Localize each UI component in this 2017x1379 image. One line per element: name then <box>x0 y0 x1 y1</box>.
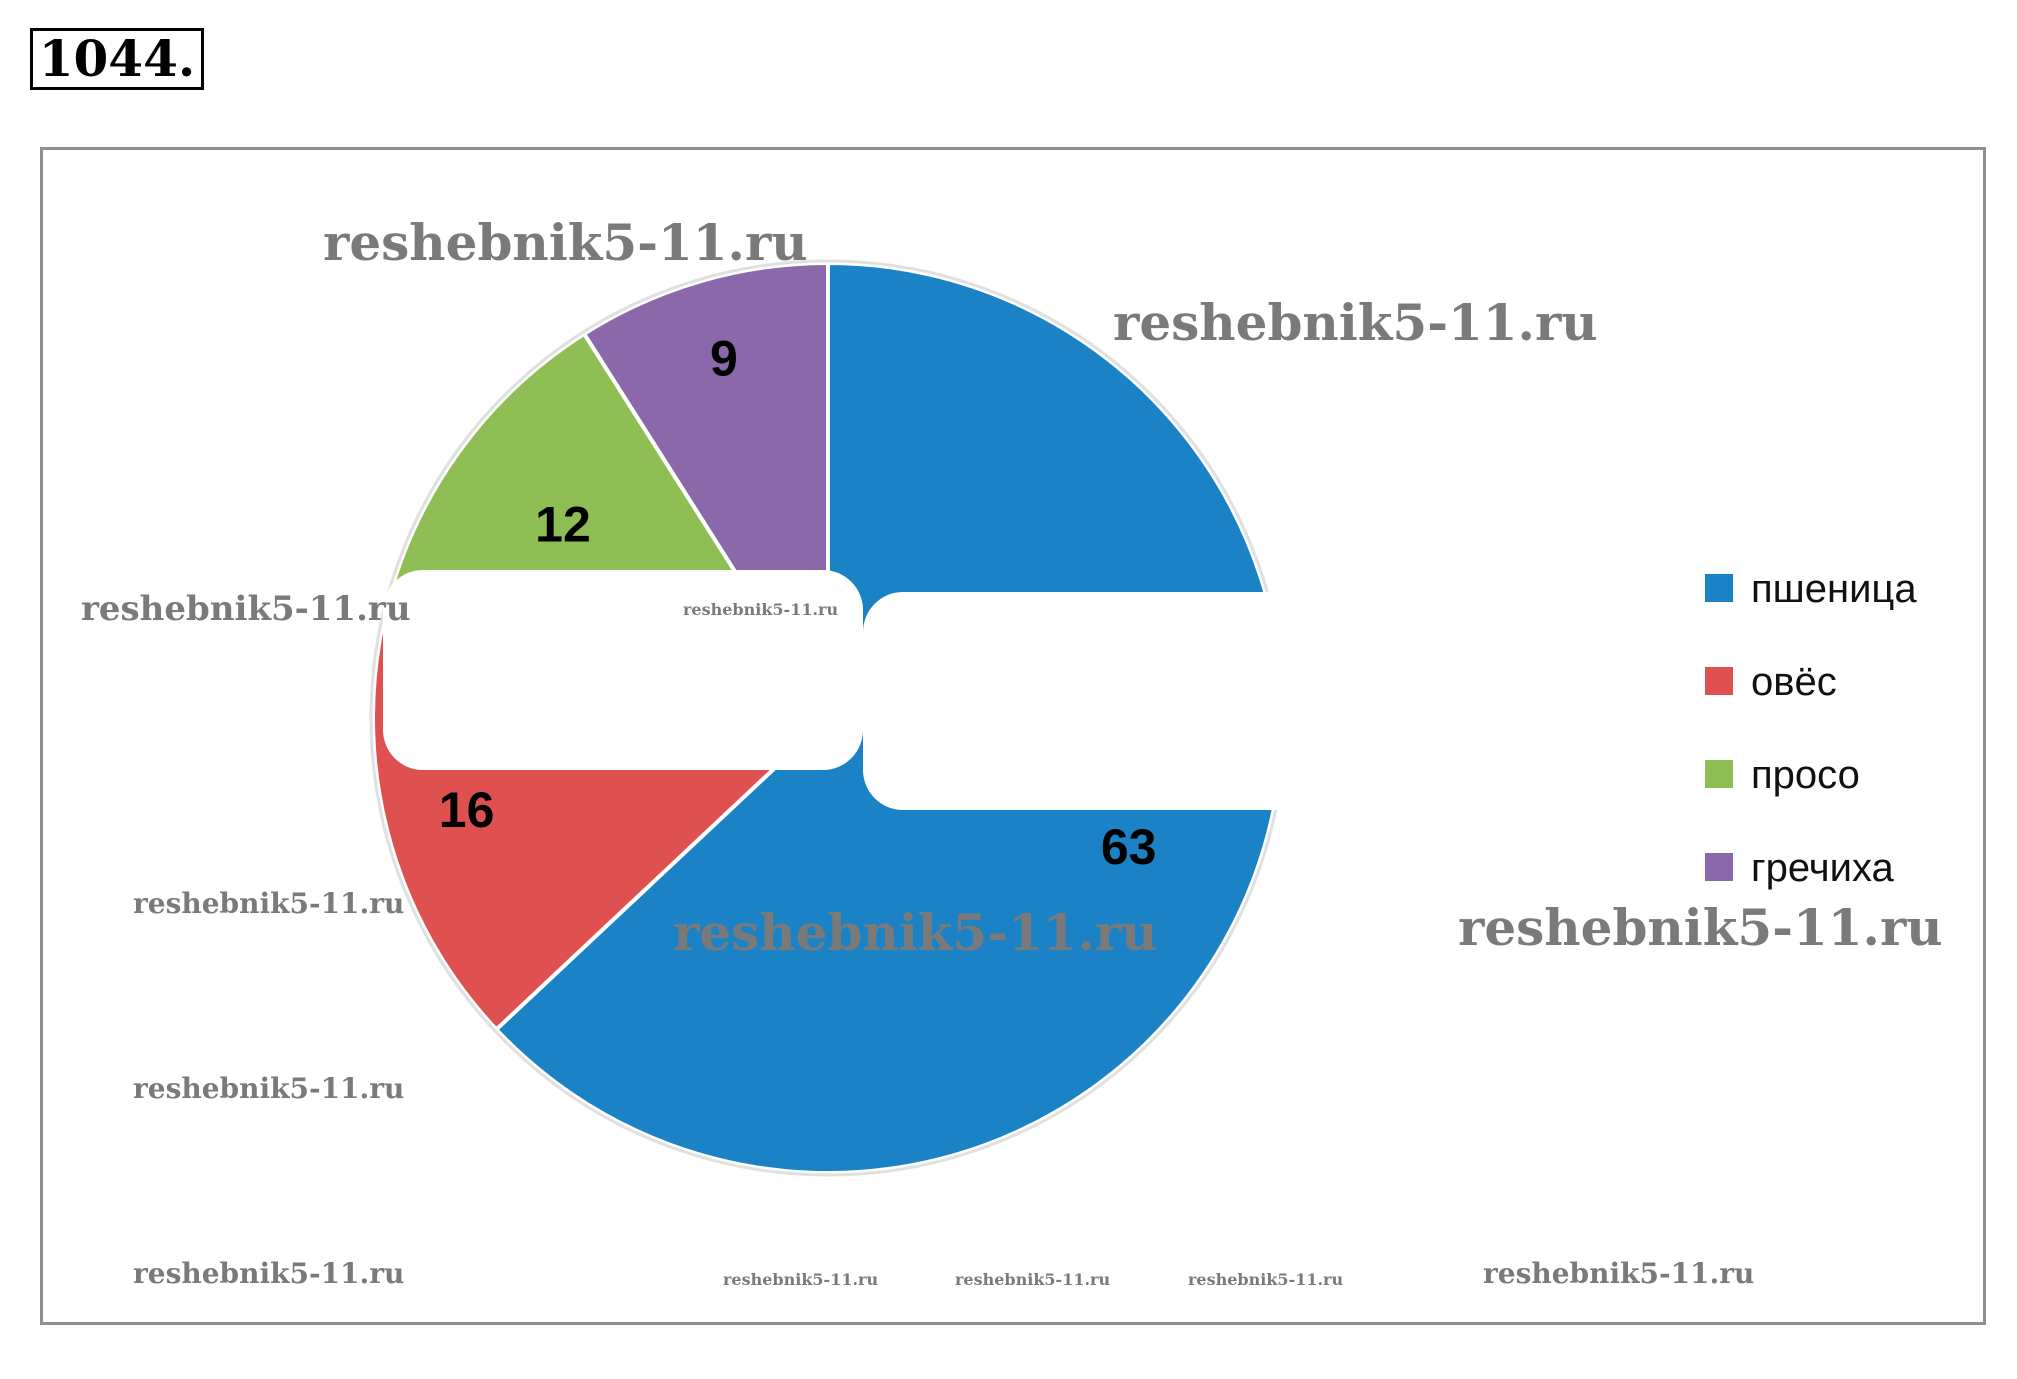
watermark-4: reshebnik5-11.ru <box>683 600 838 619</box>
watermark-5: reshebnik5-11.ru <box>133 887 404 920</box>
slice-label-4: 9 <box>710 331 738 387</box>
legend: пшеница овёс просо гречиха <box>1705 567 1917 890</box>
problem-number: 1044. <box>30 28 204 90</box>
watermark-9: reshebnik5-11.ru <box>133 1257 404 1290</box>
watermark-6: reshebnik5-11.ru <box>673 903 1158 962</box>
slice-labels: 63 16 12 9 <box>439 331 1157 875</box>
legend-label-1: пшеница <box>1751 567 1917 611</box>
legend-label-3: просо <box>1751 753 1860 797</box>
legend-label-2: овёс <box>1751 660 1837 704</box>
watermarks: reshebnik5-11.ru reshebnik5-11.ru reshebni… <box>81 213 1943 1290</box>
watermark-7: reshebnik5-11.ru <box>1458 898 1943 957</box>
legend-swatch-3 <box>1705 760 1733 788</box>
slice-label-3: 12 <box>535 496 591 552</box>
white-overlay-band-left <box>383 570 863 770</box>
watermark-1: reshebnik5-11.ru <box>323 213 808 272</box>
watermark-8: reshebnik5-11.ru <box>133 1072 404 1105</box>
pie-chart: 63 16 12 9 пшеница овёс просо гречиха reshebni… <box>81 213 1943 1290</box>
legend-swatch-1 <box>1705 574 1733 602</box>
legend-label-4: гречиха <box>1751 846 1894 890</box>
slice-label-1: 63 <box>1101 819 1157 875</box>
watermark-12: reshebnik5-11.ru <box>1188 1270 1343 1289</box>
watermark-2: reshebnik5-11.ru <box>1113 293 1598 352</box>
watermark-3: reshebnik5-11.ru <box>81 589 411 629</box>
legend-swatch-2 <box>1705 667 1733 695</box>
watermark-11: reshebnik5-11.ru <box>955 1270 1110 1289</box>
white-overlay-band <box>383 570 1323 810</box>
slice-label-2: 16 <box>439 782 495 838</box>
legend-swatch-4 <box>1705 853 1733 881</box>
watermark-13: reshebnik5-11.ru <box>1483 1257 1754 1290</box>
watermark-10: reshebnik5-11.ru <box>723 1270 878 1289</box>
chart-frame: 63 16 12 9 пшеница овёс просо гречиха reshebni… <box>40 147 1986 1325</box>
white-overlay-band-right <box>863 592 1323 810</box>
